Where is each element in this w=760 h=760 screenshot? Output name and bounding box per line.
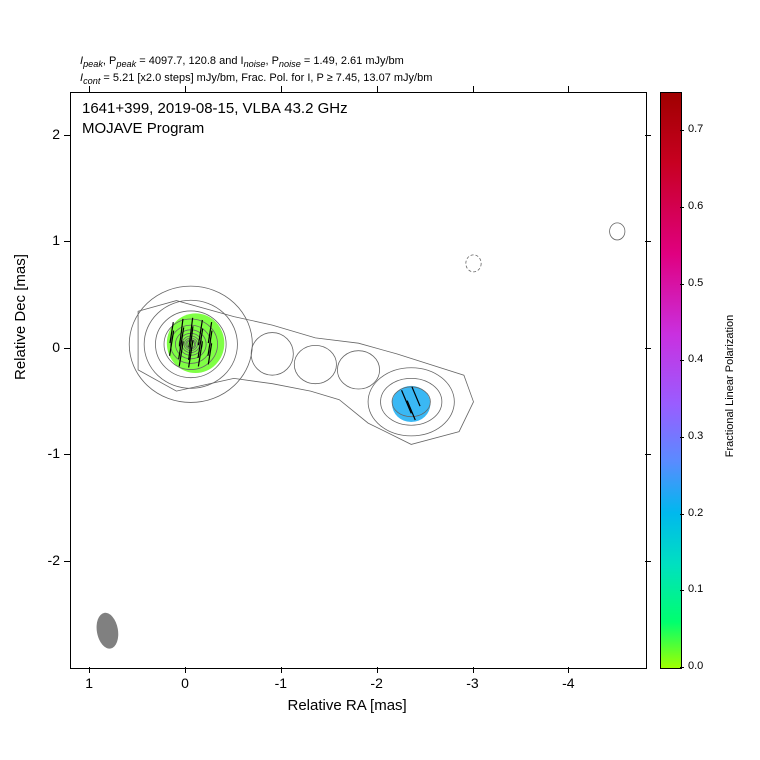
- header-line-1: Ipeak, Ppeak = 4097.7, 120.8 and Inoise,…: [80, 55, 404, 69]
- plot-area: [70, 92, 647, 669]
- x-tick-mark: [185, 86, 186, 92]
- x-tick-mark: [89, 667, 90, 673]
- y-tick-label: -2: [48, 552, 60, 568]
- y-tick-label: -1: [48, 445, 60, 461]
- colorbar-tick-label: 0.1: [688, 583, 703, 595]
- colorbar-tick-mark: [680, 207, 684, 208]
- x-axis-label: Relative RA [mas]: [288, 697, 407, 714]
- colorbar-tick-label: 0.2: [688, 507, 703, 519]
- contour-jet: [251, 333, 293, 376]
- colorbar: [660, 92, 682, 669]
- x-tick-label: -1: [271, 675, 291, 691]
- colorbar-tick-mark: [680, 514, 684, 515]
- x-tick-mark: [568, 667, 569, 673]
- x-tick-mark: [473, 667, 474, 673]
- y-tick-mark: [64, 454, 70, 455]
- y-tick-label: 0: [52, 339, 60, 355]
- x-tick-label: 1: [79, 675, 99, 691]
- y-tick-mark: [645, 454, 651, 455]
- x-tick-mark: [473, 86, 474, 92]
- x-tick-mark: [568, 86, 569, 92]
- contour-noise: [610, 223, 625, 240]
- y-tick-mark: [645, 348, 651, 349]
- contour-jet: [337, 351, 379, 389]
- x-tick-label: -4: [558, 675, 578, 691]
- colorbar-label: Fractional Linear Polarization: [724, 286, 736, 486]
- contour-jet: [294, 345, 336, 383]
- x-tick-label: -3: [463, 675, 483, 691]
- y-tick-mark: [64, 348, 70, 349]
- x-tick-mark: [185, 667, 186, 673]
- source-title-1: 1641+399, 2019-08-15, VLBA 43.2 GHz: [82, 100, 348, 117]
- y-axis-label: Relative Dec [mas]: [12, 254, 29, 380]
- header-line-2: Icont = 5.21 [x2.0 steps] mJy/bm, Frac. …: [80, 72, 432, 86]
- y-tick-mark: [64, 241, 70, 242]
- x-tick-mark: [377, 667, 378, 673]
- beam-ellipse: [94, 611, 121, 650]
- colorbar-tick-label: 0.5: [688, 277, 703, 289]
- colorbar-tick-label: 0.7: [688, 123, 703, 135]
- y-tick-mark: [64, 561, 70, 562]
- colorbar-tick-label: 0.3: [688, 430, 703, 442]
- colorbar-tick-mark: [680, 590, 684, 591]
- colorbar-tick-label: 0.6: [688, 200, 703, 212]
- x-tick-label: -2: [367, 675, 387, 691]
- y-tick-mark: [645, 135, 651, 136]
- colorbar-tick-mark: [680, 284, 684, 285]
- y-tick-mark: [64, 135, 70, 136]
- colorbar-tick-mark: [680, 437, 684, 438]
- plot-svg: [71, 93, 646, 668]
- x-tick-label: 0: [175, 675, 195, 691]
- colorbar-tick-label: 0.0: [688, 660, 703, 672]
- colorbar-tick-mark: [680, 130, 684, 131]
- y-tick-label: 2: [52, 126, 60, 142]
- x-tick-mark: [89, 86, 90, 92]
- x-tick-mark: [281, 86, 282, 92]
- contour-noise: [466, 255, 481, 272]
- x-tick-mark: [377, 86, 378, 92]
- colorbar-tick-mark: [680, 360, 684, 361]
- colorbar-tick-mark: [680, 667, 684, 668]
- colorbar-tick-label: 0.4: [688, 353, 703, 365]
- y-tick-label: 1: [52, 232, 60, 248]
- x-tick-mark: [281, 667, 282, 673]
- y-tick-mark: [645, 241, 651, 242]
- source-title-2: MOJAVE Program: [82, 120, 204, 137]
- y-tick-mark: [645, 561, 651, 562]
